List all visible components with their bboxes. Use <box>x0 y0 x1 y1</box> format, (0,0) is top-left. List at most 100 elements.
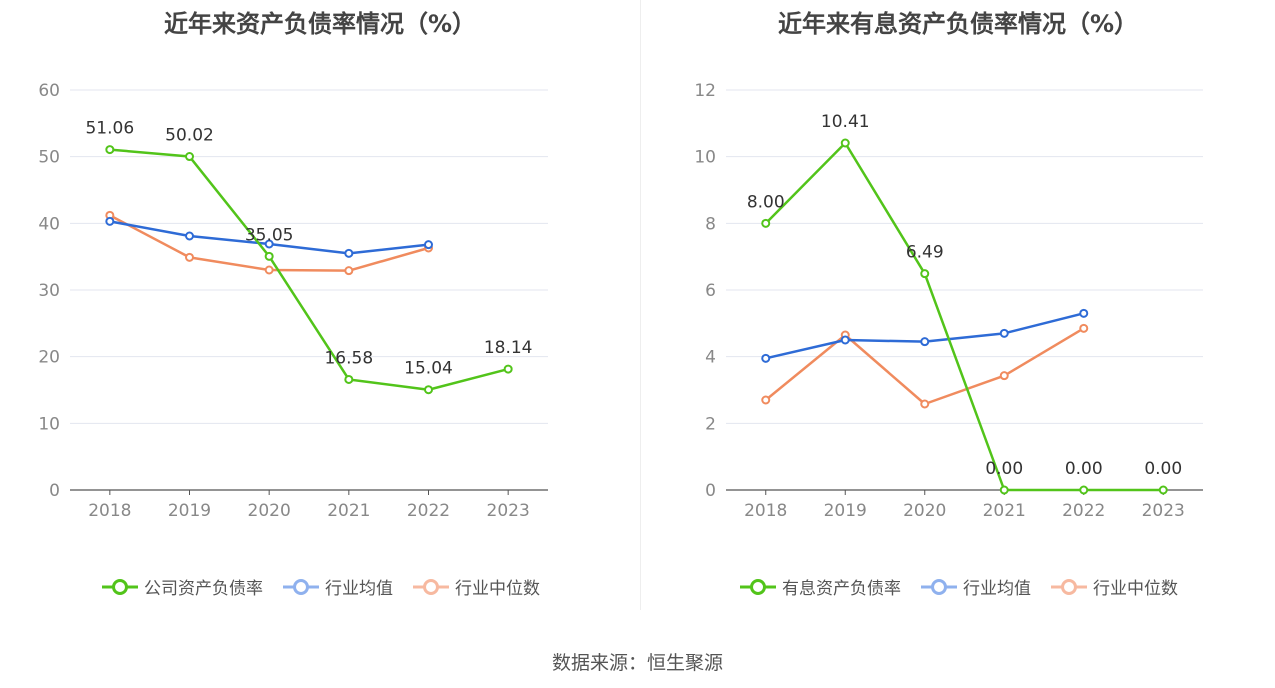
data-point <box>503 364 513 374</box>
y-tick-label: 10 <box>694 148 716 168</box>
chart-panel-left: 近年来资产负债率情况（%） 0 10 20 30 40 50 60 2018 2019 2020 2… <box>0 0 640 610</box>
legend-marker-icon <box>921 578 957 595</box>
data-point <box>344 374 354 384</box>
y-tick-label: 12 <box>694 81 716 101</box>
data-source-note: 数据来源：恒生聚源 <box>551 652 723 674</box>
chart-plot-area: 0 2 4 6 8 10 12 2018 2019 2020 2021 2022 2023 8.00 10.… <box>694 81 1203 521</box>
x-tick-label: 2019 <box>168 501 211 521</box>
data-point <box>761 353 771 363</box>
legend-label: 行业中位数 <box>1093 579 1178 599</box>
data-point <box>185 231 194 241</box>
y-tick-label: 6 <box>705 281 716 301</box>
series-2 <box>105 210 433 276</box>
data-label: 35.05 <box>245 225 294 245</box>
data-label: 6.49 <box>906 243 944 263</box>
x-tick-label: 2023 <box>487 501 530 521</box>
y-tick-label: 40 <box>38 214 60 234</box>
x-tick-label: 2021 <box>983 501 1026 521</box>
x-tick-label: 2018 <box>744 501 787 521</box>
data-point <box>840 138 850 148</box>
data-point <box>264 239 274 249</box>
chart-panel-right: 近年来有息资产负债率情况（%） 0 2 4 6 8 10 12 2018 2019 2020 202… <box>641 0 1275 610</box>
data-label: 0.00 <box>1144 459 1182 479</box>
y-tick-label: 2 <box>705 414 716 434</box>
data-label: 0.00 <box>1065 459 1103 479</box>
x-tick-label: 2020 <box>248 501 291 521</box>
legend-label: 行业均值 <box>963 579 1031 599</box>
x-tick-label: 2020 <box>903 501 946 521</box>
y-tick-label: 10 <box>38 414 60 434</box>
x-tick-label: 2019 <box>824 501 867 521</box>
data-point <box>999 371 1009 381</box>
legend-marker-icon <box>740 578 776 595</box>
y-tick-label: 30 <box>38 281 60 301</box>
legend-label: 公司资产负债率 <box>144 579 263 599</box>
data-label: 51.06 <box>85 119 134 139</box>
legend-label: 行业均值 <box>325 579 393 599</box>
y-tick-label: 0 <box>49 481 60 501</box>
data-point <box>264 251 274 261</box>
chart-plot-area: 0 10 20 30 40 50 60 2018 2019 2020 2021 2022 2023 51.… <box>38 81 548 521</box>
legend-item-mean[interactable]: 行业均值 <box>919 574 1031 599</box>
x-tick-label: 2023 <box>1142 501 1185 521</box>
y-tick-label: 50 <box>38 148 60 168</box>
legend-item-company[interactable]: 公司资产负债率 <box>100 574 263 599</box>
data-point <box>1079 308 1089 318</box>
chart-title: 近年来有息资产负债率情况（%） <box>777 10 1139 38</box>
data-label: 50.02 <box>165 126 214 146</box>
data-point <box>999 485 1009 495</box>
data-point <box>344 266 354 276</box>
data-label: 0.00 <box>985 459 1023 479</box>
data-point <box>105 145 115 155</box>
legend-item-company[interactable]: 有息资产负债率 <box>738 574 901 599</box>
data-label: 10.41 <box>821 112 870 132</box>
data-point <box>424 240 433 250</box>
legend-label: 行业中位数 <box>455 579 540 599</box>
data-point <box>185 252 194 262</box>
y-tick-label: 4 <box>705 348 716 368</box>
chart-legend: 有息资产负债率 行业均值 行业中位数 <box>641 574 1275 599</box>
legend-item-median[interactable]: 行业中位数 <box>1049 574 1178 599</box>
series-line <box>765 312 1085 360</box>
series-0 <box>105 145 513 395</box>
x-tick-label: 2022 <box>407 501 450 521</box>
legend-marker-icon <box>283 578 319 595</box>
y-tick-label: 20 <box>38 348 60 368</box>
data-point <box>185 152 194 162</box>
data-label: 15.04 <box>404 359 453 379</box>
chart-legend: 公司资产负债率 行业均值 行业中位数 <box>0 574 640 599</box>
data-point <box>920 269 930 279</box>
data-point <box>105 216 115 226</box>
legend-marker-icon <box>102 578 138 595</box>
data-point <box>999 328 1009 338</box>
y-tick-label: 0 <box>705 481 716 501</box>
data-point <box>761 218 771 228</box>
data-point <box>1158 485 1168 495</box>
data-point <box>920 399 930 409</box>
legend-item-mean[interactable]: 行业均值 <box>281 574 393 599</box>
x-tick-label: 2018 <box>88 501 131 521</box>
x-tick-label: 2021 <box>327 501 370 521</box>
data-point <box>920 337 930 347</box>
data-point <box>344 248 354 258</box>
panel-divider <box>640 0 641 610</box>
y-tick-label: 60 <box>38 81 60 101</box>
series-0 <box>761 138 1168 495</box>
series-line <box>764 141 1164 492</box>
y-tick-label: 8 <box>705 214 716 234</box>
data-point <box>1079 485 1089 495</box>
legend-marker-icon <box>413 578 449 595</box>
data-label: 8.00 <box>747 192 785 212</box>
data-point <box>264 265 274 275</box>
legend-marker-icon <box>1051 578 1087 595</box>
series-1 <box>105 216 433 258</box>
x-tick-label: 2022 <box>1062 501 1105 521</box>
series-1 <box>761 308 1089 363</box>
legend-item-median[interactable]: 行业中位数 <box>411 574 540 599</box>
legend-label: 有息资产负债率 <box>782 579 901 599</box>
data-point <box>424 385 433 395</box>
chart-title: 近年来资产负债率情况（%） <box>163 10 477 38</box>
data-point <box>840 335 850 345</box>
data-label: 16.58 <box>324 348 373 368</box>
data-point <box>761 395 771 405</box>
